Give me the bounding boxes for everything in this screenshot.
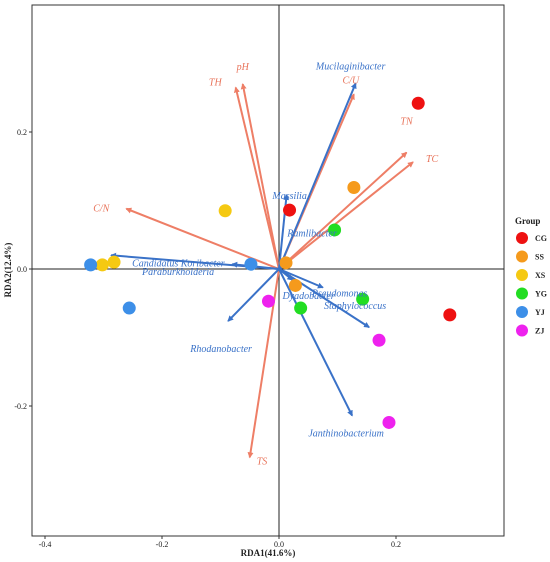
point-cg (283, 203, 297, 217)
env-label-ts: TS (257, 456, 268, 467)
y-axis-ticks: -0.2 0.0 0.2 (14, 128, 32, 411)
species-label-rhodanobacter: Rhodanobacter (189, 344, 252, 355)
x-tick-label: 0.0 (274, 540, 284, 549)
env-label-tn: TN (400, 117, 414, 128)
legend-key-yg (516, 287, 528, 300)
species-arrow-staphylococcus (278, 268, 370, 329)
species-label-pseudomonas: Pseudomonas (311, 288, 368, 299)
legend-label-cg: CG (535, 234, 547, 243)
env-label-c-n: C/N (93, 204, 110, 215)
point-xs (107, 255, 121, 269)
sample-points (84, 96, 457, 429)
legend-key-zj (516, 324, 528, 337)
legend-key-cg (516, 232, 528, 244)
species-arrow-mucilaginibacter (278, 82, 357, 270)
species-arrow-pseudomonas (278, 268, 324, 289)
x-tick-label: -0.4 (39, 540, 52, 549)
environmental-labels: pH TH C/U TN TC C/N TS (93, 62, 438, 467)
y-tick-label: 0.2 (17, 128, 27, 137)
species-labels: Mucilaginibacter Massilia Candidatus Korib… (132, 61, 386, 439)
legend-key-xs (516, 269, 528, 281)
y-axis-title: RDA2(12.4%) (3, 243, 13, 298)
x-axis-title: RDA1(41.6%) (241, 548, 296, 558)
env-label-c-u: C/U (343, 75, 360, 86)
point-zj (261, 294, 275, 308)
env-label-tc: TC (426, 154, 439, 165)
point-xs (95, 258, 109, 272)
species-label-staphylococcus: Staphylococcus (324, 301, 386, 312)
env-label-th: TH (209, 77, 223, 88)
species-label-mucilaginibacter: Mucilaginibacter (315, 61, 386, 72)
species-label-janthinobacterium: Janthinobacterium (308, 429, 384, 440)
legend: Group CG SS XS YG YJ ZJ (515, 216, 547, 337)
species-label-dyadobacter: Dyadobacter (281, 291, 334, 302)
point-ss (288, 278, 302, 292)
legend-label-ss: SS (535, 253, 544, 262)
species-label-massilia: Massilia (271, 191, 306, 202)
env-arrow-th (233, 86, 280, 270)
legend-title: Group (515, 216, 540, 226)
point-ss (279, 256, 293, 270)
point-yg (328, 223, 342, 237)
env-arrow-ph (240, 83, 280, 270)
point-yj (122, 301, 136, 315)
legend-label-xs: XS (535, 271, 546, 280)
point-yj (84, 258, 98, 272)
point-ss (347, 180, 361, 194)
point-cg (443, 308, 457, 322)
species-label-ramlibacter: Ramlibacter (286, 229, 337, 240)
point-yj (244, 257, 258, 271)
y-tick-label: 0.0 (17, 265, 27, 274)
plot-area-frame (31, 4, 505, 537)
species-vectors (110, 82, 370, 417)
x-tick-label: 0.2 (391, 540, 401, 549)
env-arrow-tc (278, 161, 414, 270)
species-label-candidatus-koribacter: Candidatus Koribacter (132, 258, 225, 269)
species-arrow-janthinobacterium (278, 268, 354, 417)
x-tick-label: -0.2 (156, 540, 169, 549)
species-arrow-rhodanobacter (227, 268, 280, 322)
legend-label-yg: YG (535, 290, 547, 299)
legend-key-yj (516, 306, 528, 318)
legend-label-zj: ZJ (535, 327, 544, 336)
point-cg (411, 96, 425, 110)
point-yg (356, 292, 370, 306)
env-arrow-tn (278, 151, 408, 270)
point-zj (372, 333, 386, 347)
legend-key-ss (516, 250, 528, 263)
point-zj (382, 415, 396, 429)
env-label-ph: pH (236, 62, 250, 73)
legend-label-yj: YJ (535, 308, 545, 317)
x-axis-ticks: -0.4 -0.2 0.0 0.2 (39, 536, 401, 549)
point-xs (218, 204, 232, 218)
y-tick-label: -0.2 (14, 402, 27, 411)
point-yg (294, 301, 308, 315)
species-label-paraburkholderia: Paraburkholderia (141, 267, 214, 278)
